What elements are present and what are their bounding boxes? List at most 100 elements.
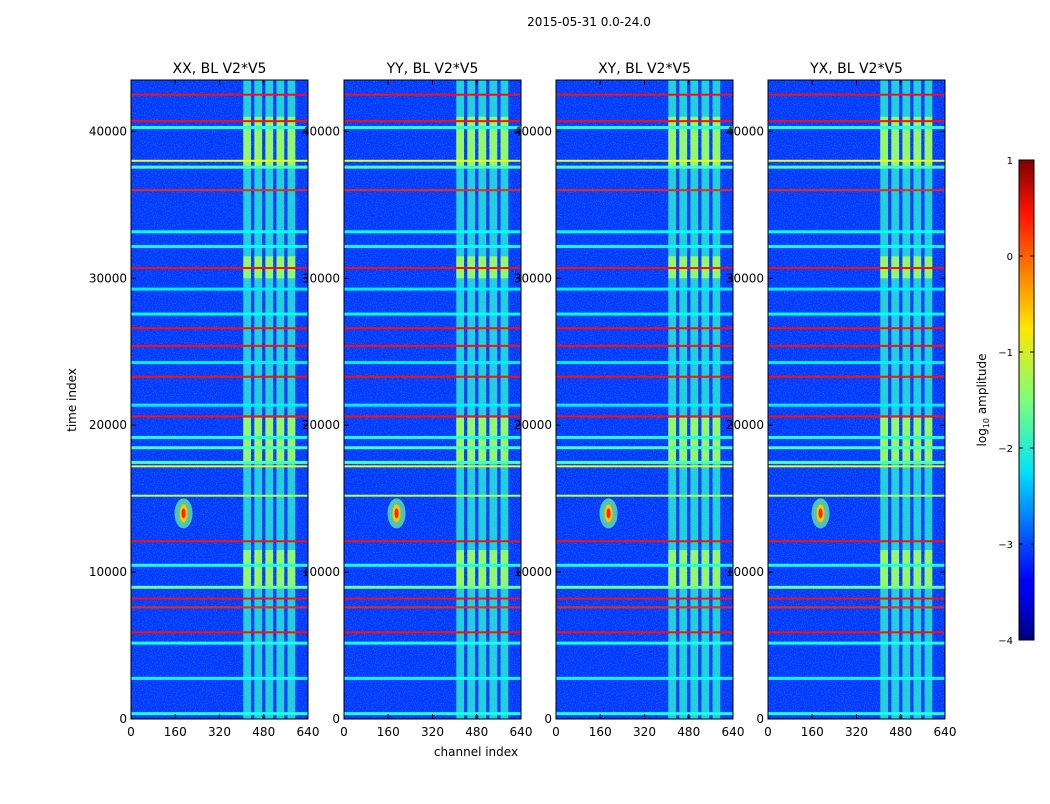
panel-2: YY, BL V2*V5 0 160 320 480 640 0 10000 20000 3000…: [302, 61, 533, 739]
interference-block: [467, 417, 476, 462]
y-tick-label: 10000: [302, 565, 340, 579]
time-line: [344, 230, 521, 234]
time-line: [344, 460, 521, 464]
y-tick-label: 0: [544, 712, 552, 726]
time-line: [131, 244, 308, 248]
time-line: [344, 327, 521, 330]
time-line: [344, 494, 521, 497]
interference-block: [500, 116, 509, 169]
time-line: [556, 344, 733, 347]
interference-block: [489, 116, 498, 169]
time-line: [768, 631, 945, 634]
rfi-source: [387, 498, 406, 529]
rfi-source: [174, 498, 193, 529]
time-line: [131, 189, 308, 192]
colorbar-tick-label: 0: [1007, 252, 1013, 263]
interference-block: [701, 417, 710, 462]
interference-stripe: [913, 80, 922, 719]
time-line: [131, 465, 308, 468]
interference-block: [489, 417, 498, 462]
colorbar-tick-label: −2: [998, 444, 1013, 455]
interference-stripe: [265, 80, 274, 719]
interference-region: [456, 80, 509, 719]
colorbar-label-suffix: amplitude: [975, 354, 989, 418]
x-tick-label: 640: [297, 725, 320, 739]
interference-block: [880, 116, 889, 169]
time-line: [344, 597, 521, 600]
time-line: [556, 327, 733, 330]
interference-block: [913, 550, 922, 587]
time-line: [344, 165, 521, 169]
time-line: [131, 230, 308, 234]
interference-block: [913, 116, 922, 169]
interference-block: [891, 116, 900, 169]
interference-stripe: [254, 80, 263, 719]
time-line: [768, 465, 945, 468]
y-tick-label: 40000: [514, 124, 552, 138]
time-line: [556, 267, 733, 270]
time-line: [344, 159, 521, 162]
interference-stripe: [456, 80, 465, 719]
interference-block: [712, 550, 721, 587]
time-line: [556, 563, 733, 567]
time-line: [556, 597, 733, 600]
interference-block: [254, 116, 263, 169]
time-line: [768, 606, 945, 609]
horizontal-lines: [344, 93, 521, 716]
time-line: [768, 327, 945, 330]
time-line: [131, 344, 308, 347]
interference-block: [456, 417, 465, 462]
time-line: [344, 344, 521, 347]
y-tick-label: 20000: [302, 418, 340, 432]
time-line: [344, 606, 521, 609]
time-line: [131, 120, 308, 123]
interference-region: [668, 80, 721, 719]
time-line: [344, 465, 521, 468]
time-line: [131, 287, 308, 291]
x-tick-label: 160: [377, 725, 400, 739]
interference-stripe: [924, 80, 933, 719]
time-line: [556, 403, 733, 407]
x-tick-label: 320: [208, 725, 231, 739]
interference-block: [701, 116, 710, 169]
time-line: [131, 435, 308, 439]
time-line: [768, 267, 945, 270]
time-line: [131, 597, 308, 600]
x-tick-label: 320: [845, 725, 868, 739]
interference-block: [287, 417, 296, 462]
time-line: [768, 676, 945, 680]
horizontal-lines: [556, 93, 733, 716]
time-line: [556, 361, 733, 365]
interference-block: [276, 550, 285, 587]
time-line: [344, 563, 521, 567]
interference-block: [891, 550, 900, 587]
interference-block: [287, 550, 296, 587]
colorbar-label-prefix: log: [975, 428, 989, 446]
interference-block: [668, 417, 677, 462]
time-line: [131, 641, 308, 645]
time-line: [556, 189, 733, 192]
time-line: [131, 631, 308, 634]
x-tick-label: 0: [340, 725, 348, 739]
figure-title: 2015-05-31 0.0-24.0: [527, 15, 651, 29]
time-line: [344, 585, 521, 589]
y-tick-label: 30000: [726, 271, 764, 285]
horizontal-lines: [131, 93, 308, 716]
time-line: [131, 327, 308, 330]
panel-title: XY, BL V2*V5: [598, 61, 691, 77]
interference-block: [902, 417, 911, 462]
time-line: [768, 165, 945, 169]
x-tick-label: 640: [934, 725, 957, 739]
interference-block: [913, 417, 922, 462]
time-line: [131, 361, 308, 365]
interference-block: [243, 417, 252, 462]
time-line: [131, 403, 308, 407]
colorbar: −4 −3 −2 −1 0 1 log10 amplitude: [975, 156, 1035, 647]
interference-block: [276, 417, 285, 462]
interference-stripe: [668, 80, 677, 719]
time-line: [344, 375, 521, 378]
interference-block: [467, 550, 476, 587]
time-line: [131, 540, 308, 543]
y-tick-label: 10000: [514, 565, 552, 579]
interference-block: [489, 550, 498, 587]
